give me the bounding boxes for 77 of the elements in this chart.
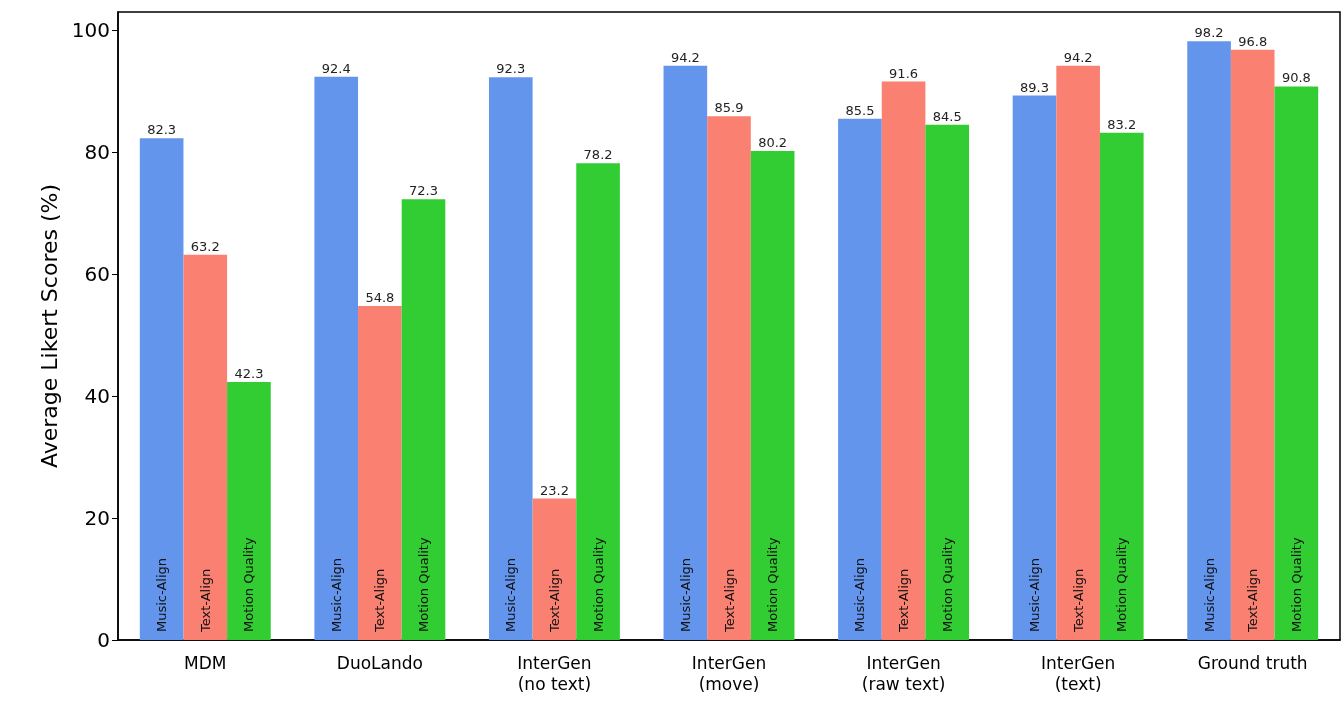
data-label: 80.2 bbox=[758, 135, 788, 151]
bar bbox=[227, 382, 271, 640]
data-label: 82.3 bbox=[147, 122, 177, 138]
y-tick-label: 60 bbox=[84, 262, 110, 287]
x-tick-label: DuoLando bbox=[336, 652, 423, 673]
text: Motion Quality bbox=[1288, 537, 1304, 632]
bar bbox=[576, 163, 620, 640]
y-axis-title: Average Likert Scores (%) bbox=[37, 183, 63, 469]
bar bbox=[1230, 49, 1275, 640]
data-label: 54.8 bbox=[365, 289, 395, 305]
bar bbox=[707, 116, 751, 640]
data-label: 98.2 bbox=[1194, 25, 1224, 41]
series-label: Text-Align bbox=[197, 568, 213, 633]
text: Text-Align bbox=[896, 568, 912, 632]
bar bbox=[838, 118, 882, 640]
text: Music-Align bbox=[328, 557, 344, 632]
y-tick-label: 20 bbox=[84, 506, 110, 531]
bar bbox=[358, 305, 402, 640]
x-tick-label: InterGen (raw text) bbox=[861, 652, 946, 694]
bar bbox=[314, 76, 359, 640]
text: Music-Align bbox=[503, 557, 519, 632]
data-label: 92.3 bbox=[496, 61, 526, 77]
text: Motion Quality bbox=[416, 537, 431, 632]
x-tick-label: MDM bbox=[184, 652, 227, 673]
data-label: 89.3 bbox=[1020, 79, 1049, 95]
text: Text-Align bbox=[1245, 568, 1261, 632]
text: Music-Align bbox=[1027, 557, 1042, 632]
bar bbox=[663, 65, 708, 640]
x-tick-label: InterGen (no text) bbox=[517, 652, 592, 694]
series-label: Motion Quality bbox=[241, 537, 257, 632]
text: Motion Quality bbox=[1114, 537, 1130, 632]
data-label: 92.4 bbox=[321, 60, 351, 76]
text: Text-Align bbox=[721, 568, 737, 632]
bar bbox=[183, 254, 228, 640]
data-label: 63.2 bbox=[190, 238, 220, 254]
x-tick-label: InterGen (move) bbox=[691, 652, 767, 694]
x-tick-label: InterGen (text) bbox=[1040, 652, 1116, 694]
data-label: 72.3 bbox=[409, 183, 438, 199]
text: Motion Quality bbox=[765, 537, 781, 632]
x-tick-label: Ground truth bbox=[1197, 652, 1308, 673]
y-tick-label: 40 bbox=[84, 384, 110, 409]
data-label: 83.2 bbox=[1107, 116, 1137, 132]
bar bbox=[1012, 95, 1057, 640]
series-label: Music-Align bbox=[154, 557, 170, 632]
bar bbox=[488, 77, 533, 640]
data-label: 85.5 bbox=[845, 102, 875, 118]
bar bbox=[401, 199, 446, 640]
bar bbox=[1187, 41, 1231, 640]
data-label: 94.2 bbox=[670, 49, 700, 65]
y-tick-label: 0 bbox=[97, 628, 110, 652]
data-label: 84.5 bbox=[932, 108, 962, 124]
data-label: 23.2 bbox=[539, 482, 569, 498]
text: Text-Align bbox=[1070, 568, 1086, 632]
data-label: 94.2 bbox=[1063, 49, 1093, 65]
bar bbox=[1274, 86, 1319, 640]
bar bbox=[139, 138, 184, 640]
y-tick-label: 80 bbox=[84, 140, 110, 165]
data-label: 42.3 bbox=[234, 366, 264, 382]
data-label: 78.2 bbox=[583, 147, 613, 163]
y-tick-label: 100 bbox=[71, 18, 110, 43]
text: Music-Align bbox=[1201, 557, 1217, 632]
data-label: 91.6 bbox=[889, 65, 919, 81]
bar bbox=[1099, 132, 1144, 640]
bar bbox=[881, 81, 926, 640]
data-label: 90.8 bbox=[1281, 70, 1311, 86]
data-label: 85.9 bbox=[714, 100, 744, 116]
bar bbox=[925, 124, 970, 640]
bar bbox=[750, 151, 795, 640]
text: Music-Align bbox=[677, 557, 693, 632]
data-label: 96.8 bbox=[1238, 33, 1268, 49]
text: Text-Align bbox=[546, 568, 562, 632]
text: Motion Quality bbox=[590, 537, 606, 632]
bar bbox=[1056, 65, 1100, 640]
text: Music-Align bbox=[852, 557, 868, 632]
text: Motion Quality bbox=[939, 537, 955, 632]
text: Text-Align bbox=[372, 568, 388, 632]
bar bbox=[532, 498, 577, 640]
